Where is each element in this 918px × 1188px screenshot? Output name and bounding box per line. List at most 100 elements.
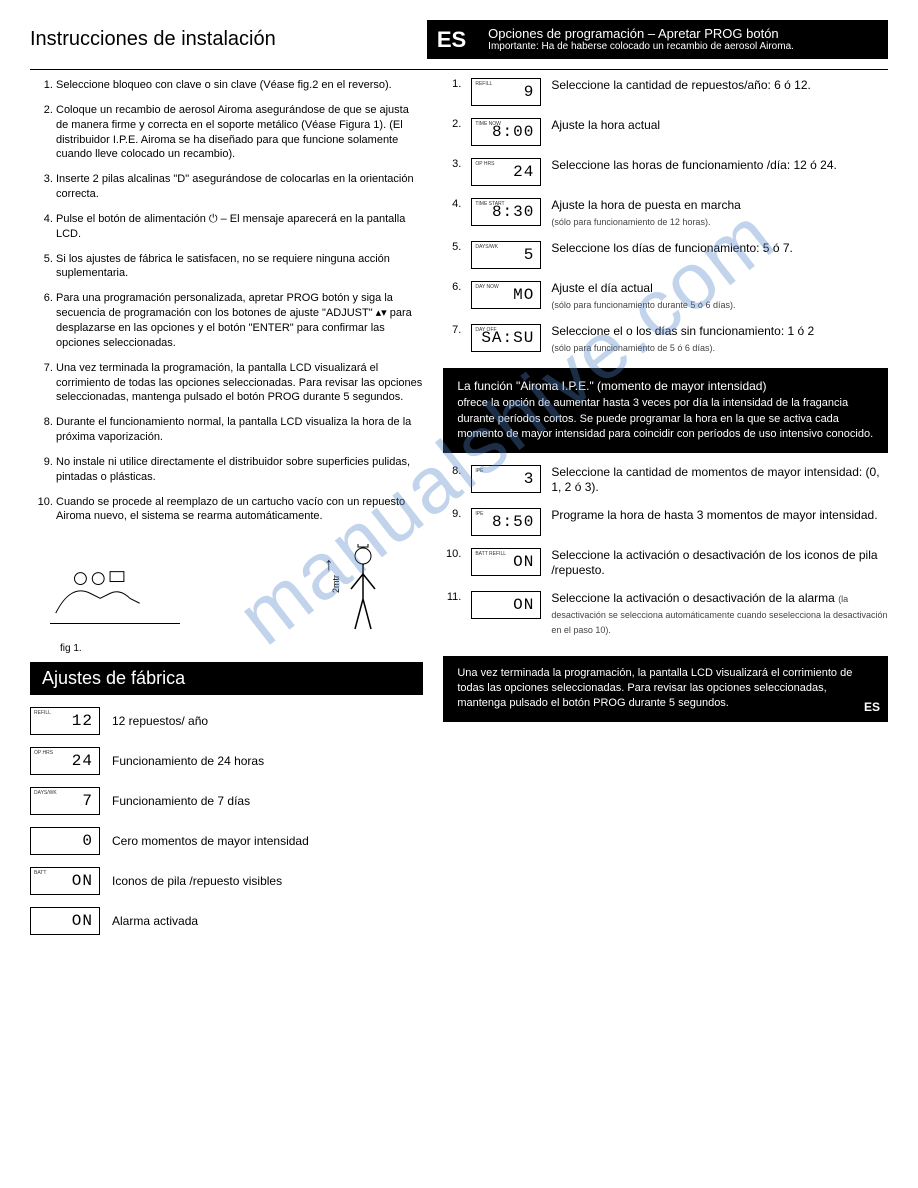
lcd-display: TIME START8:30	[471, 198, 541, 226]
prog-step: 2. TIME NOW8:00 Ajuste la hora actual	[443, 118, 888, 146]
instruction-item: Inserte 2 pilas alcalinas "D" asegurándo…	[56, 172, 423, 202]
step-description: Seleccione los días de funcionamiento: 5…	[551, 241, 888, 257]
language-badge-corner: ES	[864, 699, 880, 716]
prog-step: 1. REFILL9 Seleccione la cantidad de rep…	[443, 78, 888, 106]
step-number: 8.	[443, 465, 461, 477]
lcd-display: DAY NOWMO	[471, 281, 541, 309]
step-number: 7.	[443, 324, 461, 336]
factory-row: BATTON Iconos de pila /repuesto visibles	[30, 867, 423, 895]
lcd-display: DAY OFFSA:SU	[471, 324, 541, 352]
programming-end-box: Una vez terminada la programación, la pa…	[443, 656, 888, 722]
instruction-item: Durante el funcionamiento normal, la pan…	[56, 415, 423, 445]
programming-steps-top: 1. REFILL9 Seleccione la cantidad de rep…	[443, 78, 888, 356]
instruction-item: Para una programación personalizada, apr…	[56, 291, 423, 350]
step-description: Seleccione la activación o desactivación…	[551, 548, 888, 579]
instruction-item: Si los ajustes de fábrica le satisfacen,…	[56, 252, 423, 282]
step-number: 11.	[443, 591, 461, 603]
step-number: 6.	[443, 281, 461, 293]
right-column: 1. REFILL9 Seleccione la cantidad de rep…	[443, 78, 888, 722]
person-silhouette-icon	[343, 544, 383, 634]
ipe-info-box: La función "Airoma I.P.E." (momento de m…	[443, 368, 888, 453]
instruction-item: Coloque un recambio de aerosol Airoma as…	[56, 103, 423, 162]
header-row: Instrucciones de instalación ES Opciones…	[30, 20, 888, 59]
step-number: 9.	[443, 508, 461, 520]
prog-step: 11. ON Seleccione la activación o desact…	[443, 591, 888, 638]
factory-row: ON Alarma activada	[30, 907, 423, 935]
step-number: 5.	[443, 241, 461, 253]
ipe-title: La función "Airoma I.P.E." (momento de m…	[457, 378, 874, 395]
step-description: Ajuste el día actual(sólo para funcionam…	[551, 281, 888, 312]
lcd-display: REFILL9	[471, 78, 541, 106]
prog-step: 6. DAY NOWMO Ajuste el día actual(sólo p…	[443, 281, 888, 312]
factory-row: 0 Cero momentos de mayor intensidad	[30, 827, 423, 855]
factory-label: 12 repuestos/ año	[112, 714, 423, 728]
figure-height-label: 2mtr	[331, 575, 341, 593]
step-description: Ajuste la hora actual	[551, 118, 888, 134]
factory-label: Alarma activada	[112, 914, 423, 928]
end-box-text: Una vez terminada la programación, la pa…	[457, 666, 874, 712]
lcd-display: REFILL12	[30, 707, 100, 735]
step-number: 4.	[443, 198, 461, 210]
programming-subtitle: Importante: Ha de haberse colocado un re…	[488, 41, 876, 52]
lcd-display: ON	[30, 907, 100, 935]
ipe-body: ofrece la opción de aumentar hasta 3 vec…	[457, 396, 874, 442]
prog-step: 10. BATT REFILLON Seleccione la activaci…	[443, 548, 888, 579]
step-description: Seleccione la activación o desactivación…	[551, 591, 888, 638]
step-description: Programe la hora de hasta 3 momentos de …	[551, 508, 888, 524]
programming-title: Opciones de programación – Apretar PROG …	[488, 26, 876, 41]
instruction-item: Seleccione bloqueo con clave o sin clave…	[56, 78, 423, 93]
dispenser-sketch-icon	[50, 544, 180, 624]
prog-step: 3. OP HRS24 Seleccione las horas de func…	[443, 158, 888, 186]
factory-row: REFILL12 12 repuestos/ año	[30, 707, 423, 735]
instruction-item: Pulse el botón de alimentación ⏻ – El me…	[56, 212, 423, 242]
step-description: Seleccione la cantidad de momentos de ma…	[551, 465, 888, 496]
factory-row: OP HRS24 Funcionamiento de 24 horas	[30, 747, 423, 775]
instruction-item: Una vez terminada la programación, la pa…	[56, 361, 423, 406]
lcd-display: 0	[30, 827, 100, 855]
figure-1: ↑ 2mtr fig 1.	[30, 534, 423, 654]
step-description: Seleccione la cantidad de repuestos/año:…	[551, 78, 888, 94]
programming-options-header: Opciones de programación – Apretar PROG …	[476, 20, 888, 59]
prog-step: 5. DAYS/WK5 Seleccione los días de funci…	[443, 241, 888, 269]
factory-row: DAYS/WK7 Funcionamiento de 7 días	[30, 787, 423, 815]
up-arrow-icon: ↑	[324, 554, 333, 575]
factory-label: Funcionamiento de 7 días	[112, 794, 423, 808]
lcd-display: IPE8:50	[471, 508, 541, 536]
step-description: Seleccione el o los días sin funcionamie…	[551, 324, 888, 355]
lcd-display: ON	[471, 591, 541, 619]
factory-label: Cero momentos de mayor intensidad	[112, 834, 423, 848]
instructions-list: Seleccione bloqueo con clave o sin clave…	[30, 78, 423, 524]
step-number: 3.	[443, 158, 461, 170]
prog-step: 8. IPE3 Seleccione la cantidad de moment…	[443, 465, 888, 496]
install-instructions-title: Instrucciones de instalación	[30, 20, 427, 59]
instruction-item: Cuando se procede al reemplazo de un car…	[56, 495, 423, 525]
step-number: 1.	[443, 78, 461, 90]
lcd-display: IPE3	[471, 465, 541, 493]
factory-label: Funcionamiento de 24 horas	[112, 754, 423, 768]
step-number: 10.	[443, 548, 461, 560]
manual-page: manualshive.com Instrucciones de instala…	[0, 0, 918, 967]
factory-label: Iconos de pila /repuesto visibles	[112, 874, 423, 888]
language-badge: ES	[427, 20, 476, 59]
lcd-display: OP HRS24	[30, 747, 100, 775]
step-number: 2.	[443, 118, 461, 130]
content-columns: Seleccione bloqueo con clave o sin clave…	[30, 78, 888, 947]
lcd-display: BATT REFILLON	[471, 548, 541, 576]
prog-step: 7. DAY OFFSA:SU Seleccione el o los días…	[443, 324, 888, 355]
lcd-display: TIME NOW8:00	[471, 118, 541, 146]
prog-step: 9. IPE8:50 Programe la hora de hasta 3 m…	[443, 508, 888, 536]
lcd-display: DAYS/WK7	[30, 787, 100, 815]
instruction-item: No instale ni utilice directamente el di…	[56, 455, 423, 485]
factory-settings-title: Ajustes de fábrica	[30, 662, 423, 695]
prog-step: 4. TIME START8:30 Ajuste la hora de pues…	[443, 198, 888, 229]
step-description: Seleccione las horas de funcionamiento /…	[551, 158, 888, 174]
lcd-display: DAYS/WK5	[471, 241, 541, 269]
figure-caption: fig 1.	[60, 643, 82, 654]
lcd-display: OP HRS24	[471, 158, 541, 186]
header-divider	[30, 69, 888, 70]
programming-steps-bottom: 8. IPE3 Seleccione la cantidad de moment…	[443, 465, 888, 638]
left-column: Seleccione bloqueo con clave o sin clave…	[30, 78, 423, 947]
factory-settings-list: REFILL12 12 repuestos/ año OP HRS24 Func…	[30, 707, 423, 935]
lcd-display: BATTON	[30, 867, 100, 895]
step-description: Ajuste la hora de puesta en marcha(sólo …	[551, 198, 888, 229]
